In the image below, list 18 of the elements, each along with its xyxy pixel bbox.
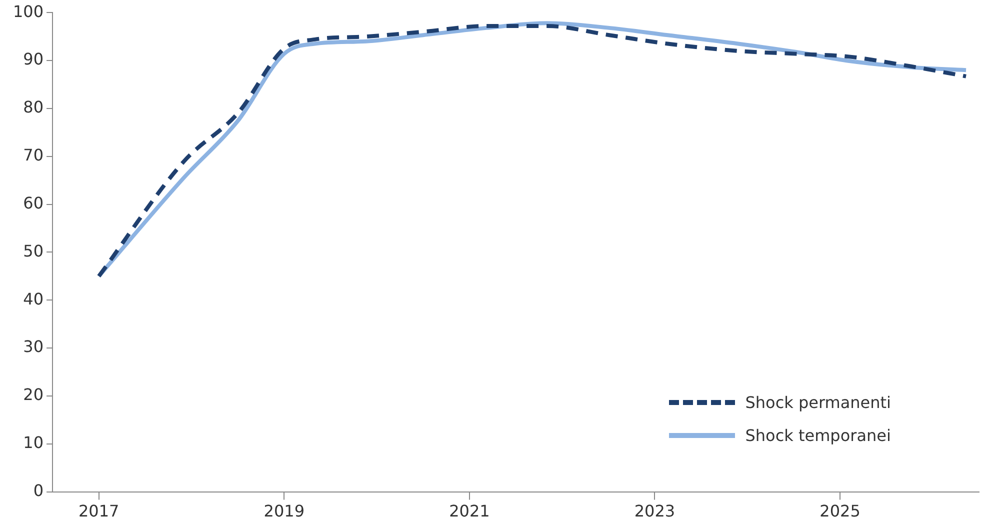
legend-label: Shock permanenti	[745, 393, 891, 412]
x-tick-label: 2017	[78, 502, 120, 521]
y-tick-label: 70	[23, 146, 44, 165]
y-tick-label: 90	[23, 50, 44, 69]
x-tick-label: 2019	[264, 502, 305, 521]
x-tick-label: 2021	[449, 502, 490, 521]
y-tick-label: 40	[23, 289, 44, 308]
x-tick-label: 2023	[634, 502, 676, 521]
y-tick-label: 80	[23, 98, 44, 117]
y-tick-label: 30	[23, 337, 44, 356]
y-tick-label: 60	[23, 193, 44, 212]
y-tick-label: 10	[23, 433, 44, 452]
y-tick-label: 0	[33, 480, 44, 500]
x-tick-label: 2025	[820, 502, 860, 521]
y-tick-label: 20	[23, 385, 44, 404]
y-tick-label: 50	[23, 241, 44, 260]
y-tick-label: 100	[12, 2, 44, 21]
legend-label: Shock temporanei	[745, 426, 891, 445]
